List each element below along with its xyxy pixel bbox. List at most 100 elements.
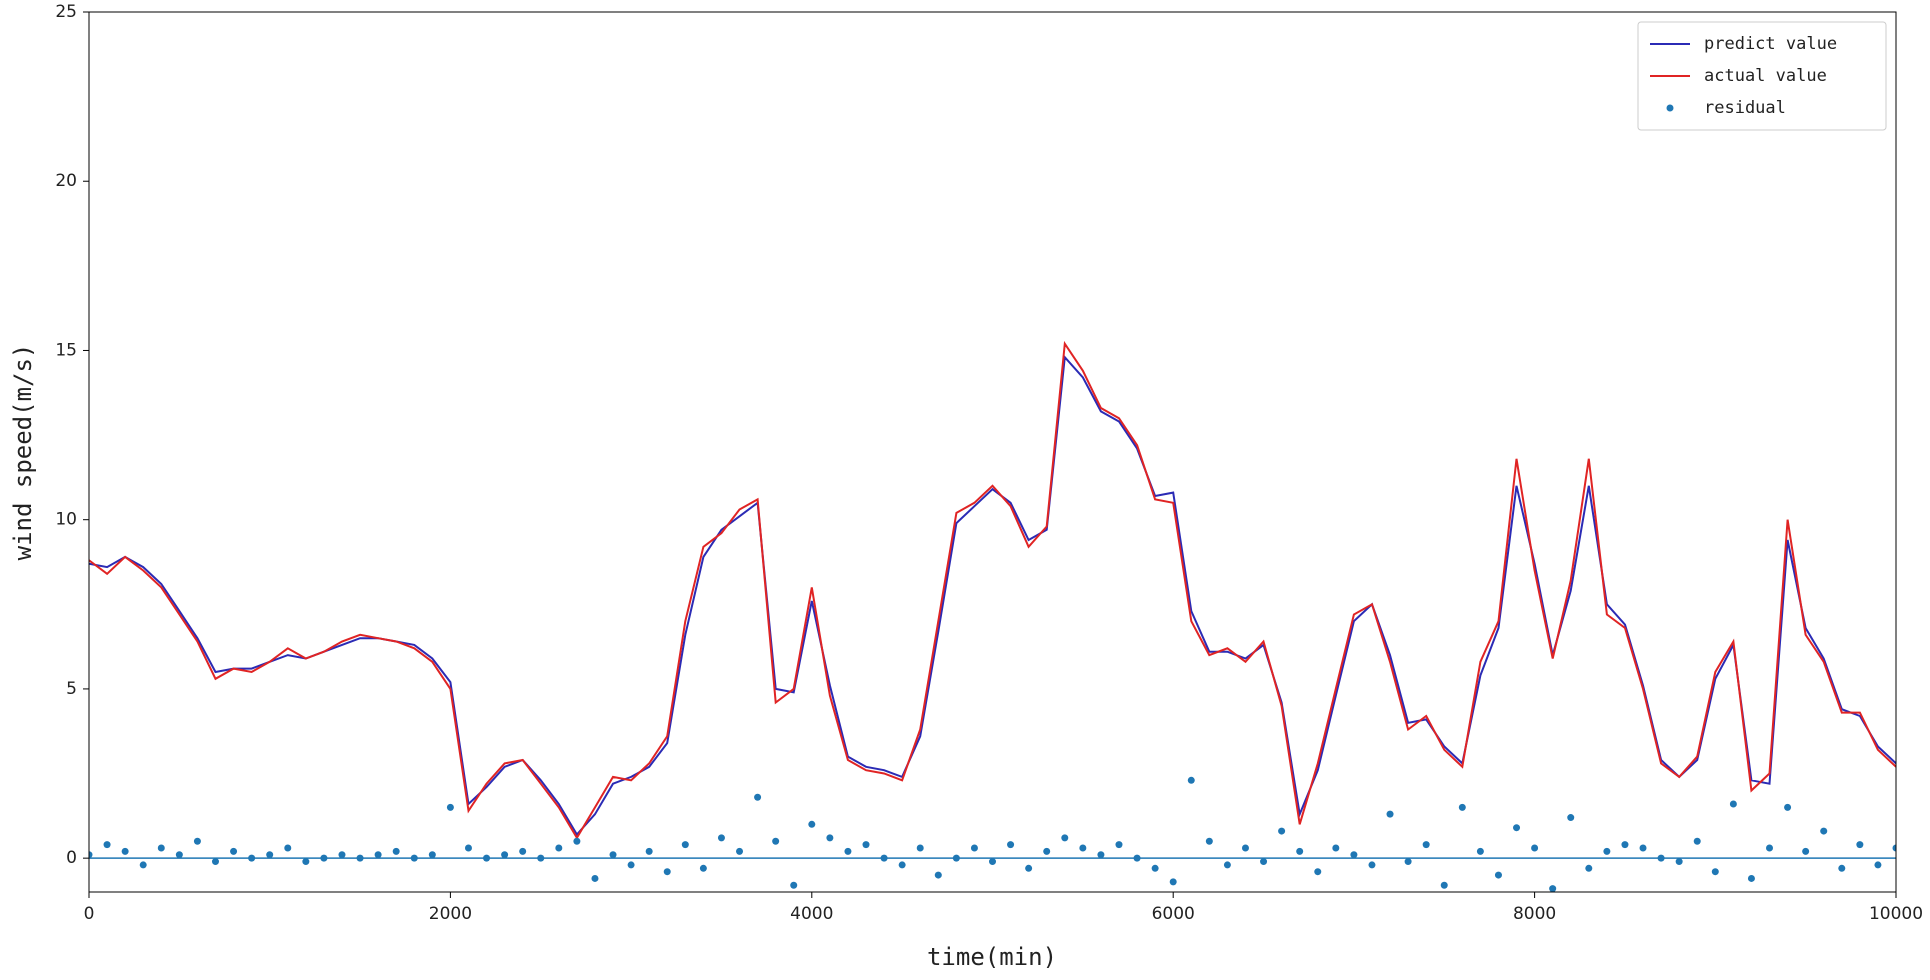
residual-point (1476, 847, 1484, 855)
x-tick-label: 6000 (1152, 904, 1195, 924)
residual-point (989, 858, 996, 866)
x-axis-title: time(min) (927, 943, 1057, 971)
residual-point (1115, 841, 1123, 849)
residual-point (880, 854, 888, 862)
residual-point (230, 847, 238, 855)
y-tick-label: 20 (55, 171, 77, 191)
residual-point (627, 861, 635, 869)
residual-point (1458, 803, 1466, 811)
residual-point (175, 851, 183, 859)
plot-area (89, 340, 1896, 892)
residual-point (1766, 844, 1774, 852)
residual-point (501, 851, 509, 859)
residual-point (591, 874, 599, 882)
x-tick-label: 4000 (790, 904, 833, 924)
residual-point (1241, 844, 1249, 852)
residual-point (916, 844, 924, 852)
residual-point (1169, 878, 1177, 886)
residual-point (1549, 885, 1557, 892)
y-tick-label: 15 (55, 340, 77, 360)
residual-point (826, 834, 834, 842)
residual-point (699, 864, 707, 872)
residual-point (519, 847, 527, 855)
x-tick-label: 10000 (1869, 904, 1923, 924)
residual-point (320, 854, 328, 862)
residual-point (266, 851, 274, 859)
residual-point (1784, 803, 1792, 811)
residual-point (1747, 874, 1755, 882)
residual-point (681, 841, 689, 849)
residual-point (1260, 858, 1268, 866)
residual-point (754, 793, 762, 801)
y-tick-label: 10 (55, 510, 77, 530)
y-axis-title: wind speed(m/s) (9, 344, 37, 561)
residual-point (1513, 824, 1521, 832)
residual-point (139, 861, 147, 869)
residual-point (790, 881, 798, 889)
residual-point (573, 837, 581, 845)
residual-point (374, 851, 382, 859)
residual-point (1332, 844, 1340, 852)
residual-point (338, 851, 346, 859)
residual-point (1205, 837, 1213, 845)
residual-point (1838, 864, 1846, 872)
residual-point (1585, 864, 1593, 872)
residual-point (284, 844, 292, 852)
residual-point (410, 854, 418, 862)
residual-point (248, 854, 256, 862)
residual-point (1892, 844, 1896, 852)
residual-point (446, 803, 454, 811)
legend-box (1637, 21, 1887, 131)
legend-label: residual (1704, 98, 1786, 118)
residual-point (1657, 854, 1665, 862)
residual-point (1494, 871, 1502, 879)
y-tick-label: 25 (55, 2, 77, 22)
residual-point (952, 854, 960, 862)
residual-point (1043, 847, 1051, 855)
residual-point (663, 868, 671, 876)
y-tick-label: 5 (66, 679, 77, 699)
x-tick-label: 8000 (1513, 904, 1556, 924)
residual-point (1820, 827, 1828, 835)
residual-point (1440, 881, 1448, 889)
residual-point (121, 847, 129, 855)
residual-point (1621, 841, 1629, 849)
residual-point (356, 854, 364, 862)
residual-point (1693, 837, 1701, 845)
residual-point (1639, 844, 1647, 852)
residual-point (1567, 814, 1575, 822)
residual-point (483, 854, 491, 862)
residual-point (970, 844, 978, 852)
residual-point (1151, 864, 1159, 872)
residual-point (1603, 847, 1611, 855)
residual-point (302, 858, 310, 866)
legend-label: actual value (1704, 66, 1827, 86)
residual-point (537, 854, 545, 862)
residual-point (428, 851, 436, 859)
residual-point (193, 837, 201, 845)
series-line (89, 354, 1896, 837)
plot-frame (88, 11, 1897, 893)
x-tick-label: 2000 (429, 904, 472, 924)
residual-point (1007, 841, 1015, 849)
residual-point (1729, 800, 1737, 808)
residual-point (1025, 864, 1033, 872)
residual-point (898, 861, 906, 869)
residual-point (717, 834, 725, 842)
residual-point (844, 847, 852, 855)
residual-point (1296, 847, 1304, 855)
residual-point (89, 851, 93, 859)
x-tick-label: 0 (84, 904, 95, 924)
series-line (89, 340, 1896, 840)
residual-point (1404, 858, 1412, 866)
residual-point (862, 841, 870, 849)
residual-point (1223, 861, 1231, 869)
residual-point (808, 820, 816, 828)
residual-point (1097, 851, 1105, 859)
residual-point (211, 858, 219, 866)
residual-point (1278, 827, 1286, 835)
residual-point (392, 847, 400, 855)
residual-point (464, 844, 472, 852)
residual-point (1350, 851, 1358, 859)
